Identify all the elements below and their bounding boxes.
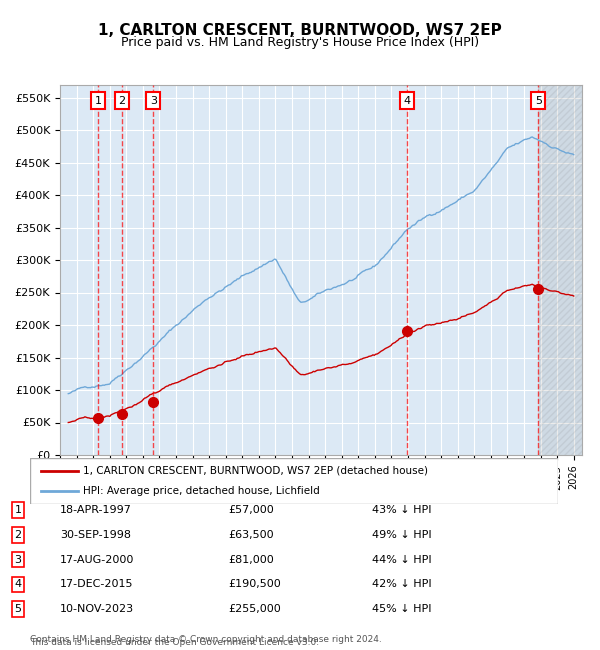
Text: £255,000: £255,000: [228, 604, 281, 614]
Text: This data is licensed under the Open Government Licence v3.0.: This data is licensed under the Open Gov…: [30, 638, 319, 647]
Text: 3: 3: [14, 554, 22, 565]
Text: £190,500: £190,500: [228, 579, 281, 590]
Text: 2: 2: [119, 96, 126, 106]
Text: 1: 1: [95, 96, 101, 106]
Text: 5: 5: [535, 96, 542, 106]
Text: 17-AUG-2000: 17-AUG-2000: [60, 554, 134, 565]
Text: 18-APR-1997: 18-APR-1997: [60, 505, 132, 515]
Text: 1, CARLTON CRESCENT, BURNTWOOD, WS7 2EP: 1, CARLTON CRESCENT, BURNTWOOD, WS7 2EP: [98, 23, 502, 38]
Text: 10-NOV-2023: 10-NOV-2023: [60, 604, 134, 614]
Text: £63,500: £63,500: [228, 530, 274, 540]
FancyBboxPatch shape: [30, 458, 558, 504]
Text: 43% ↓ HPI: 43% ↓ HPI: [372, 505, 431, 515]
Text: HPI: Average price, detached house, Lichfield: HPI: Average price, detached house, Lich…: [83, 486, 320, 496]
Text: 42% ↓ HPI: 42% ↓ HPI: [372, 579, 431, 590]
Text: 3: 3: [150, 96, 157, 106]
Text: £81,000: £81,000: [228, 554, 274, 565]
Text: 17-DEC-2015: 17-DEC-2015: [60, 579, 133, 590]
Text: 30-SEP-1998: 30-SEP-1998: [60, 530, 131, 540]
Text: 44% ↓ HPI: 44% ↓ HPI: [372, 554, 431, 565]
Bar: [538, 84, 582, 455]
Text: Contains HM Land Registry data © Crown copyright and database right 2024.: Contains HM Land Registry data © Crown c…: [30, 634, 382, 644]
Text: 49% ↓ HPI: 49% ↓ HPI: [372, 530, 431, 540]
Text: 45% ↓ HPI: 45% ↓ HPI: [372, 604, 431, 614]
Text: 2: 2: [14, 530, 22, 540]
Text: 4: 4: [14, 579, 22, 590]
Text: 1, CARLTON CRESCENT, BURNTWOOD, WS7 2EP (detached house): 1, CARLTON CRESCENT, BURNTWOOD, WS7 2EP …: [83, 466, 428, 476]
Text: 4: 4: [404, 96, 411, 106]
Text: Price paid vs. HM Land Registry's House Price Index (HPI): Price paid vs. HM Land Registry's House …: [121, 36, 479, 49]
Text: 1: 1: [14, 505, 22, 515]
Text: £57,000: £57,000: [228, 505, 274, 515]
Text: 5: 5: [14, 604, 22, 614]
